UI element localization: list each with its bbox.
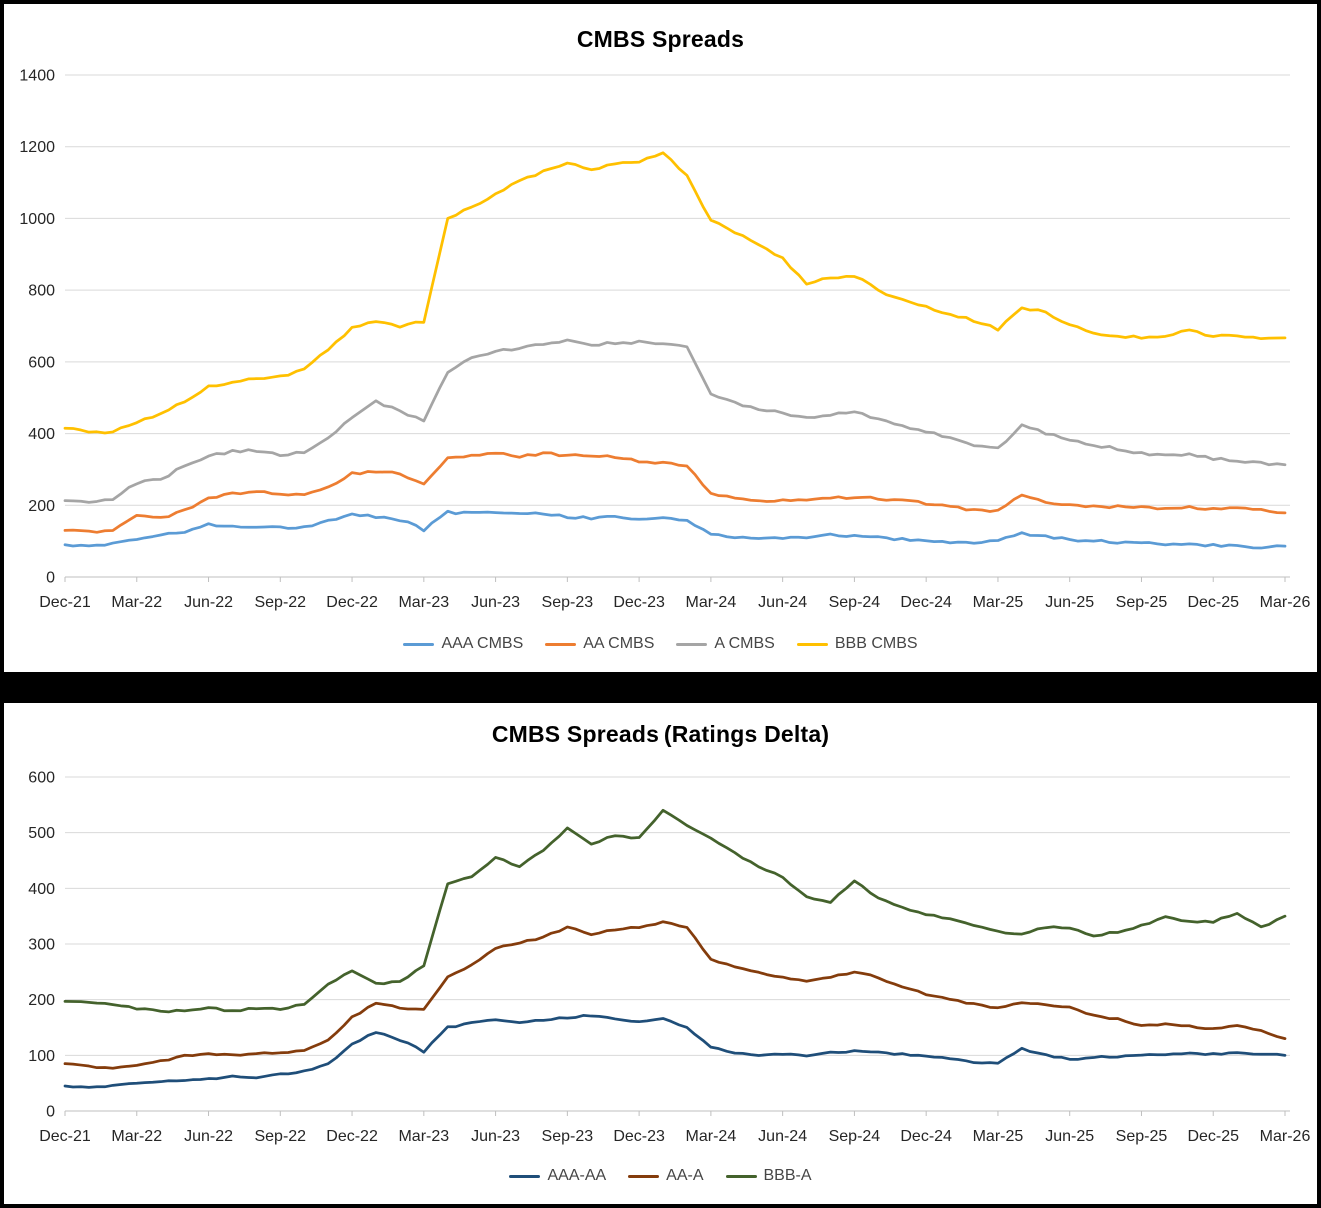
top-chart-plot: 0 200 400 600 800 1000 1200 1400 Dec-21 Mar-22 Jun…	[19, 68, 1311, 612]
legend-label: AAA CMBS	[441, 635, 524, 652]
y-tick-label: 400	[28, 881, 55, 898]
x-tick-label: Sep-23	[542, 1128, 594, 1145]
x-tick-label: Jun-22	[184, 594, 233, 611]
x-tick-label: Dec-21	[39, 1128, 91, 1145]
legend-item-aaa-aa: AAA-AA	[509, 1167, 606, 1185]
x-tick-label: Mar-23	[398, 594, 449, 611]
legend-line-swatch	[403, 642, 435, 646]
x-tick-label: Dec-24	[900, 594, 952, 611]
legend-line-swatch	[509, 1174, 541, 1178]
y-tick-label: 0	[46, 1104, 55, 1121]
x-tick-label: Dec-23	[613, 594, 665, 611]
y-tick-label: 0	[46, 570, 55, 587]
x-tick-label: Mar-24	[686, 594, 737, 611]
x-tick-label: Dec-21	[39, 594, 91, 611]
x-tick-label: Mar-25	[973, 594, 1024, 611]
y-tick-label: 400	[28, 426, 55, 443]
legend-item-aa-cmbs: AA CMBS	[545, 635, 654, 653]
x-tick-label: Mar-26	[1260, 1128, 1311, 1145]
x-tick-label: Jun-23	[471, 1128, 520, 1145]
y-tick-label: 300	[28, 937, 55, 954]
x-tick-label: Dec-24	[900, 1128, 952, 1145]
legend-label: AAA-AA	[547, 1167, 607, 1184]
x-tick-label: Sep-24	[829, 1128, 881, 1145]
x-tick-label: Sep-22	[254, 594, 306, 611]
panel-divider	[0, 672, 1321, 703]
legend-line-swatch	[796, 642, 828, 646]
y-tick-label: 200	[28, 498, 55, 515]
legend-label: A CMBS	[714, 635, 775, 652]
x-tick-label: Mar-24	[686, 1128, 737, 1145]
series-line-aaa-cmbs	[63, 509, 1287, 550]
legend-label: AA CMBS	[583, 635, 655, 652]
legend-item-aa-a: AA-A	[628, 1167, 704, 1185]
x-tick-label: Mar-22	[111, 594, 162, 611]
bottom-chart-legend: AAA-AA AA-A BBB-A	[4, 1165, 1317, 1187]
series-line-a-cmbs	[63, 338, 1287, 504]
legend-line-swatch	[628, 1174, 660, 1178]
legend-line-swatch	[725, 1174, 757, 1178]
bottom-chart-plot: 0 100 200 300 400 500 600 Dec-21 Mar-22 Jun-22 Sep…	[28, 770, 1311, 1146]
x-tick-label: Sep-23	[542, 594, 594, 611]
y-tick-label: 600	[28, 354, 55, 371]
legend-line-swatch	[545, 642, 577, 646]
x-tick-label: Sep-22	[254, 1128, 306, 1145]
x-tick-label: Sep-24	[829, 594, 881, 611]
y-tick-label: 200	[28, 992, 55, 1009]
bottom-chart-title: CMBS Spreads (Ratings Delta)	[491, 721, 830, 747]
x-tick-label: Dec-23	[613, 1128, 665, 1145]
x-tick-label: Jun-23	[471, 594, 520, 611]
legend-item-aaa-cmbs: AAA CMBS	[403, 635, 523, 653]
x-tick-label: Dec-25	[1187, 594, 1239, 611]
x-tick-label: Jun-22	[184, 1128, 233, 1145]
legend-item-a-cmbs: A CMBS	[676, 635, 775, 653]
x-tick-label: Sep-25	[1116, 1128, 1168, 1145]
x-tick-label: Jun-25	[1045, 1128, 1094, 1145]
x-tick-label: Dec-22	[326, 594, 378, 611]
y-tick-label: 100	[28, 1048, 55, 1065]
y-tick-label: 1400	[19, 68, 55, 85]
x-tick-label: Mar-26	[1260, 594, 1311, 611]
x-tick-label: Dec-25	[1187, 1128, 1239, 1145]
x-tick-label: Mar-22	[111, 1128, 162, 1145]
x-tick-label: Sep-25	[1116, 594, 1168, 611]
top-chart-panel: CMBS Spreads 0 200 400 600 800 1000 1200 1400 De…	[4, 4, 1317, 672]
series-line-bbb-cmbs	[63, 151, 1287, 435]
y-tick-label: 500	[28, 825, 55, 842]
y-tick-label: 600	[28, 770, 55, 787]
legend-label: AA-A	[666, 1167, 704, 1184]
x-tick-label: Jun-24	[758, 594, 807, 611]
series-line-aa-cmbs	[63, 451, 1287, 534]
bottom-chart-panel: CMBS Spreads (Ratings Delta) 0 100 200 300 4…	[4, 703, 1317, 1204]
legend-line-swatch	[676, 642, 708, 646]
y-tick-label: 1000	[19, 211, 55, 228]
series-line-aaa-aa	[63, 1014, 1287, 1089]
top-chart-title: CMBS Spreads	[576, 26, 745, 52]
x-tick-label: Jun-25	[1045, 594, 1094, 611]
y-tick-label: 1200	[19, 139, 55, 156]
series-line-bbb-a	[63, 808, 1287, 1014]
top-chart-legend: AAA CMBS AA CMBS A CMBS BBB CMBS	[4, 633, 1317, 655]
series-line-aa-a	[63, 920, 1287, 1070]
legend-item-bbb-cmbs: BBB CMBS	[796, 635, 918, 653]
x-tick-label: Mar-25	[973, 1128, 1024, 1145]
x-tick-label: Jun-24	[758, 1128, 807, 1145]
y-tick-label: 800	[28, 283, 55, 300]
legend-label: BBB-A	[763, 1167, 812, 1184]
x-tick-label: Dec-22	[326, 1128, 378, 1145]
x-tick-label: Mar-23	[398, 1128, 449, 1145]
legend-item-bbb-a: BBB-A	[725, 1167, 812, 1185]
legend-label: BBB CMBS	[834, 635, 918, 652]
